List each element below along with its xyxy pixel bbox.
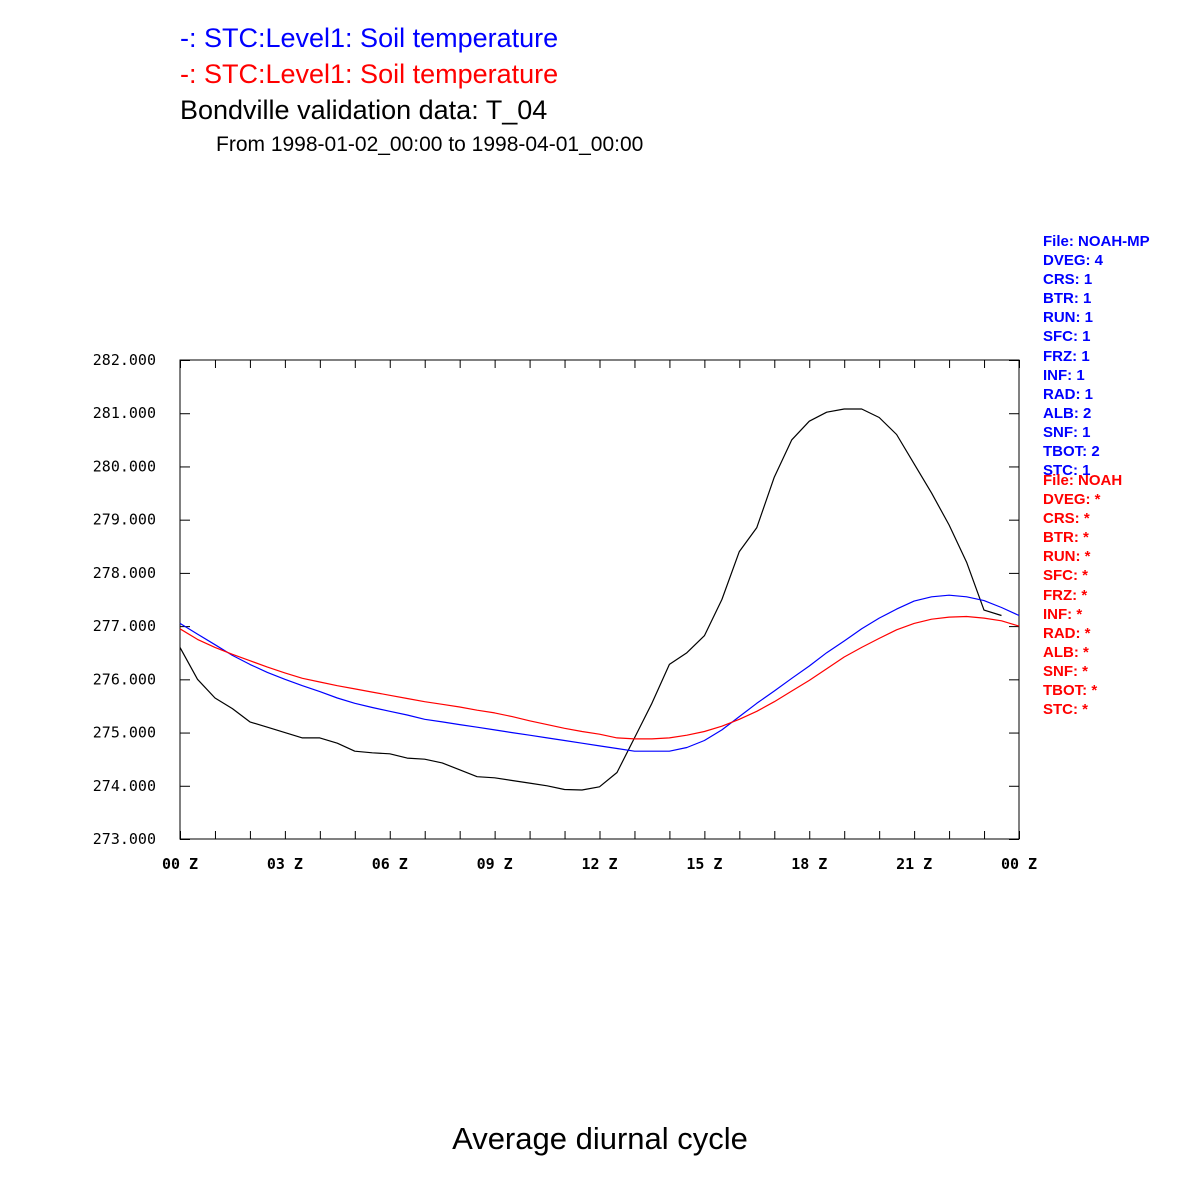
file-info-line: BTR: *: [1043, 529, 1089, 547]
date-range-subtitle: From 1998-01-02_00:00 to 1998-04-01_00:0…: [216, 133, 644, 156]
file-info-line: TBOT: 2: [1043, 443, 1100, 461]
file-info-line: DVEG: *: [1043, 491, 1101, 509]
y-tick-label: 281.000: [93, 404, 156, 422]
file-info-line: DVEG: 4: [1043, 252, 1104, 270]
y-tick-label: 277.000: [93, 617, 156, 635]
series-line: [179, 408, 1002, 791]
file-info-line: SNF: *: [1043, 662, 1088, 680]
x-tick-label: 00 Z: [1001, 855, 1037, 873]
x-tick-label: 12 Z: [581, 855, 617, 873]
x-tick-label: 18 Z: [791, 855, 827, 873]
x-tick-label: 06 Z: [372, 855, 408, 873]
y-tick-label: 276.000: [93, 670, 156, 688]
file-info-line: FRZ: *: [1043, 586, 1088, 604]
legend-entry-blue: -: STC:Level1: Soil temperature: [180, 23, 559, 53]
y-tick-label: 280.000: [93, 457, 156, 475]
y-tick-label: 273.000: [93, 830, 156, 848]
file-info-line: TBOT: *: [1043, 682, 1098, 700]
x-tick-label: 00 Z: [162, 855, 198, 873]
file-info-line: SFC: *: [1043, 567, 1088, 585]
y-tick-label: 279.000: [93, 511, 156, 529]
y-tick-label: 278.000: [93, 564, 156, 582]
y-tick-label: 274.000: [93, 777, 156, 795]
y-tick-label: 275.000: [93, 724, 156, 742]
file-info-line: SNF: 1: [1043, 423, 1091, 441]
file-info-line: RAD: 1: [1043, 385, 1094, 403]
file-info-line: CRS: 1: [1043, 271, 1093, 289]
file-info-line: STC: *: [1043, 701, 1088, 719]
series-line: [179, 615, 1020, 740]
file-info-line: File: NOAH-MP: [1043, 233, 1150, 250]
chart-title: Bondville validation data: T_04: [180, 95, 548, 125]
bottom-title: Average diurnal cycle: [452, 1121, 748, 1156]
file-info-line: RUN: 1: [1043, 309, 1094, 327]
y-tick-label: 282.000: [93, 351, 156, 369]
x-tick-label: 03 Z: [267, 855, 303, 873]
legend-entry-red: -: STC:Level1: Soil temperature: [180, 59, 559, 89]
file-info-line: File: NOAH: [1043, 472, 1123, 489]
series-group: [179, 408, 1020, 791]
series-line: [179, 594, 1020, 752]
file-info-line: INF: 1: [1043, 366, 1085, 384]
file-info-line: CRS: *: [1043, 510, 1090, 528]
file-info-line: BTR: 1: [1043, 290, 1092, 308]
file-info-line: ALB: *: [1043, 643, 1089, 661]
x-tick-label: 21 Z: [896, 855, 932, 873]
file-info-line: SFC: 1: [1043, 328, 1091, 346]
file-info-noah: File: NOAH DVEG: * CRS: * BTR: * RUN: * SFC: …: [1043, 471, 1122, 719]
axes: 273.000 274.000 275.000 276.000 277.000 278.0…: [93, 351, 1037, 873]
file-info-noah-mp: File: NOAH-MP DVEG: 4 CRS: 1 BTR: 1 RUN: 1 SF…: [1043, 232, 1150, 480]
file-info-line: RUN: *: [1043, 548, 1091, 566]
x-tick-label: 09 Z: [477, 855, 513, 873]
file-info-line: FRZ: 1: [1043, 347, 1090, 365]
file-info-line: INF: *: [1043, 605, 1083, 623]
file-info-line: ALB: 2: [1043, 404, 1092, 422]
file-info-line: STC: 1: [1043, 462, 1091, 480]
file-info-line: RAD: *: [1043, 624, 1091, 642]
x-tick-label: 15 Z: [686, 855, 722, 873]
